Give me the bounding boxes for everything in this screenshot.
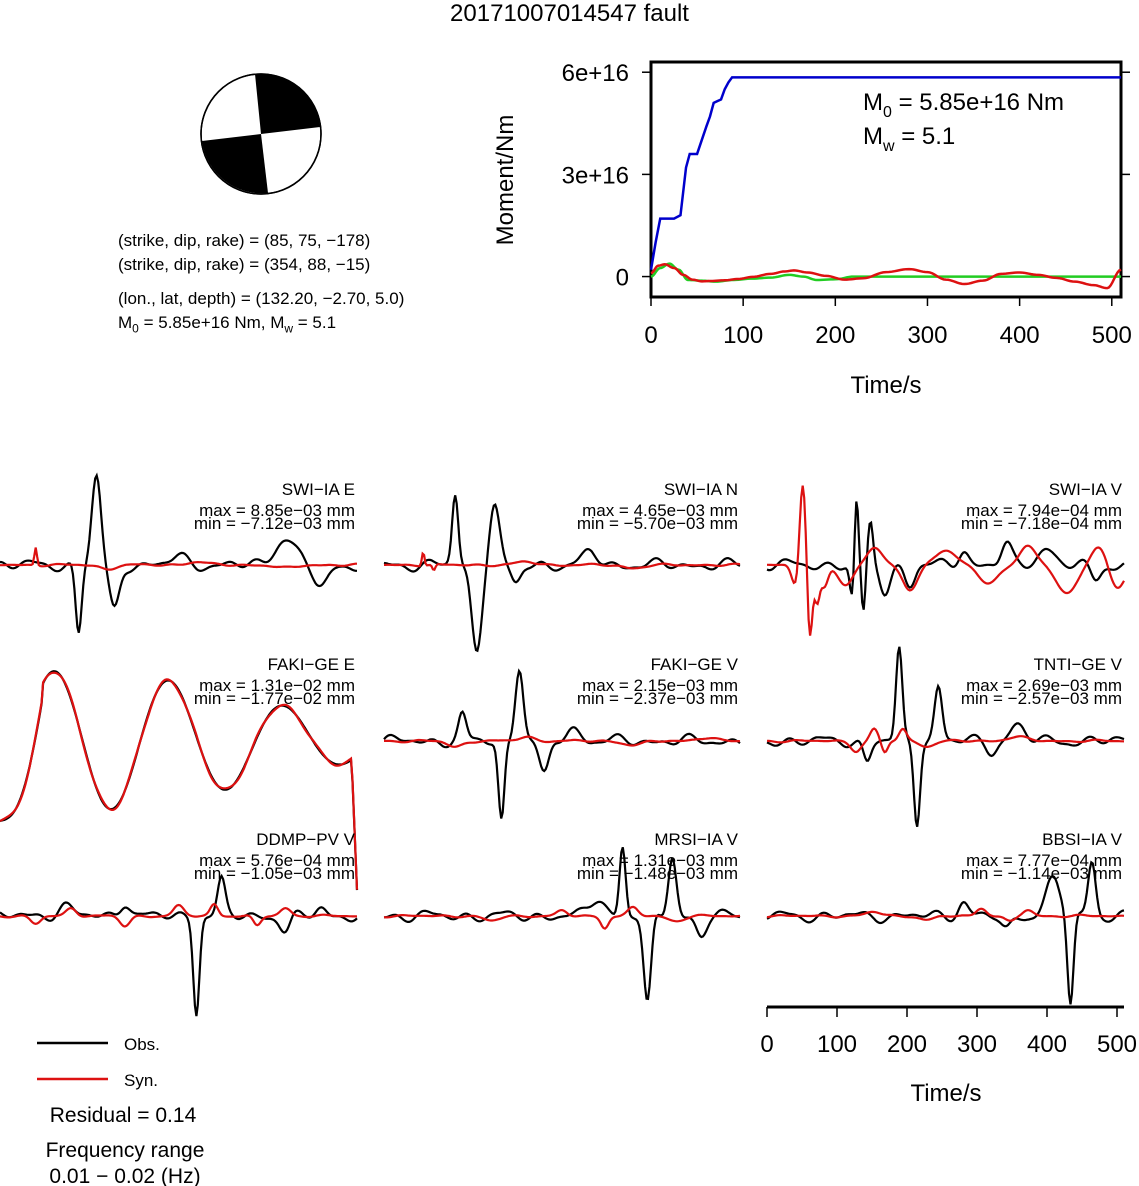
moment-frame [649,60,1123,299]
synthetic-trace [384,735,741,748]
station-max: max = 2.15e−03 mm [582,676,738,695]
synthetic-trace [0,671,359,890]
synthetic-trace [766,907,1125,922]
waveform-time-axis: 0 100 200 300 400 500 [760,1005,1137,1058]
frequency-title: Frequency range [46,1139,205,1162]
station-name: MRSI−IA V [654,830,738,849]
station-max: max = 2.69e−03 mm [966,676,1122,695]
nodal-plane-1: (strike, dip, rake) = (85, 75, −178) [118,231,371,250]
focal-mechanism-beachball [200,73,322,195]
moment-xtick-label: 0 [644,322,657,349]
station-name: SWI−IA N [664,480,738,499]
moment-xlabel: Time/s [850,372,921,399]
station-name: FAKI−GE E [268,655,355,674]
waveform-xlabel: Time/s [910,1080,981,1107]
moment-xtick-label: 200 [815,322,855,349]
legend: Obs. Syn. Residual = 0.14 Frequency rang… [37,1035,204,1186]
nodal-plane-2: (strike, dip, rake) = (354, 88, −15) [118,255,371,274]
synthetic-trace [766,727,1125,754]
moment-magnitude-text: M0 = 5.85e+16 Nm, Mw = 5.1 [118,313,337,336]
station-min: min = −7.18e−04 mm [961,514,1122,533]
station-min: min = −1.14e−03 mm [961,864,1122,883]
station-min: min = −1.77e−02 mm [194,689,355,708]
station-min: min = −5.70e−03 mm [577,514,738,533]
station-min: min = −1.48e−03 mm [577,864,738,883]
station-name: SWI−IA E [282,480,355,499]
waveform-xtick-label: 100 [817,1031,857,1058]
moment-ytick-label: 0 [616,265,629,292]
moment-ytick-label: 6e+16 [562,60,629,87]
station-max: max = 4.65e−03 mm [582,501,738,520]
moment-ylabel: Moment/Nm [492,115,519,246]
station-max: max = 8.85e−03 mm [199,501,355,520]
observed-trace [0,472,357,633]
station-name: BBSI−IA V [1042,830,1123,849]
observed-trace [766,646,1125,828]
station-min: min = −2.37e−03 mm [577,689,738,708]
station-max: max = 5.76e−04 mm [199,851,355,870]
station-name: TNTI−GE V [1034,655,1123,674]
synthetic-trace [767,485,1125,636]
waveform-xtick-label: 400 [1027,1031,1067,1058]
station-min: min = −7.12e−03 mm [194,514,355,533]
synthetic-trace [383,905,741,930]
moment-xtick-label: 400 [1000,322,1040,349]
waveform-xtick-label: 500 [1097,1031,1137,1058]
station-name: DDMP−PV V [256,830,355,849]
legend-obs-label: Obs. [124,1035,160,1054]
moment-ytick-label: 3e+16 [562,162,629,189]
synthetic-trace [0,902,358,928]
synthetic-trace [384,551,741,572]
observed-trace [766,501,1125,610]
moment-annotation-mw: Mw = 5.1 [863,123,955,155]
residual-text: Residual = 0.14 [50,1104,197,1127]
moment-xtick-label: 300 [907,322,947,349]
station-min: min = −2.57e−03 mm [961,689,1122,708]
waveform-xtick-label: 200 [887,1031,927,1058]
observed-trace [0,873,358,1017]
moment-series-cumulative [649,76,1121,270]
moment-panel: 0 100 200 300 400 500 0 3e+16 6e+16 Moment/Nm Ti… [492,60,1132,399]
moment-xtick-label: 100 [723,322,763,349]
figure-title: 20171007014547 fault [450,0,689,27]
observed-trace [766,860,1125,1005]
waveform-xtick-label: 0 [760,1031,773,1058]
moment-series-rate_red [650,263,1122,290]
frequency-range: 0.01 − 0.02 (Hz) [49,1165,200,1186]
station-max: max = 7.77e−04 mm [966,851,1122,870]
legend-syn-label: Syn. [124,1071,158,1090]
synthetic-trace [0,547,357,571]
station-max: max = 7.94e−04 mm [966,501,1122,520]
waveform-xtick-label: 300 [957,1031,997,1058]
station-min: min = −1.05e−03 mm [194,864,355,883]
station-max: max = 1.31e−02 mm [199,676,355,695]
hypocenter-location: (lon., lat, depth) = (132.20, −2.70, 5.0… [118,289,405,308]
moment-annotation-m0: M0 = 5.85e+16 Nm [863,89,1064,121]
station-name: FAKI−GE V [651,655,739,674]
moment-xtick-label: 500 [1092,322,1132,349]
station-name: SWI−IA V [1049,480,1123,499]
